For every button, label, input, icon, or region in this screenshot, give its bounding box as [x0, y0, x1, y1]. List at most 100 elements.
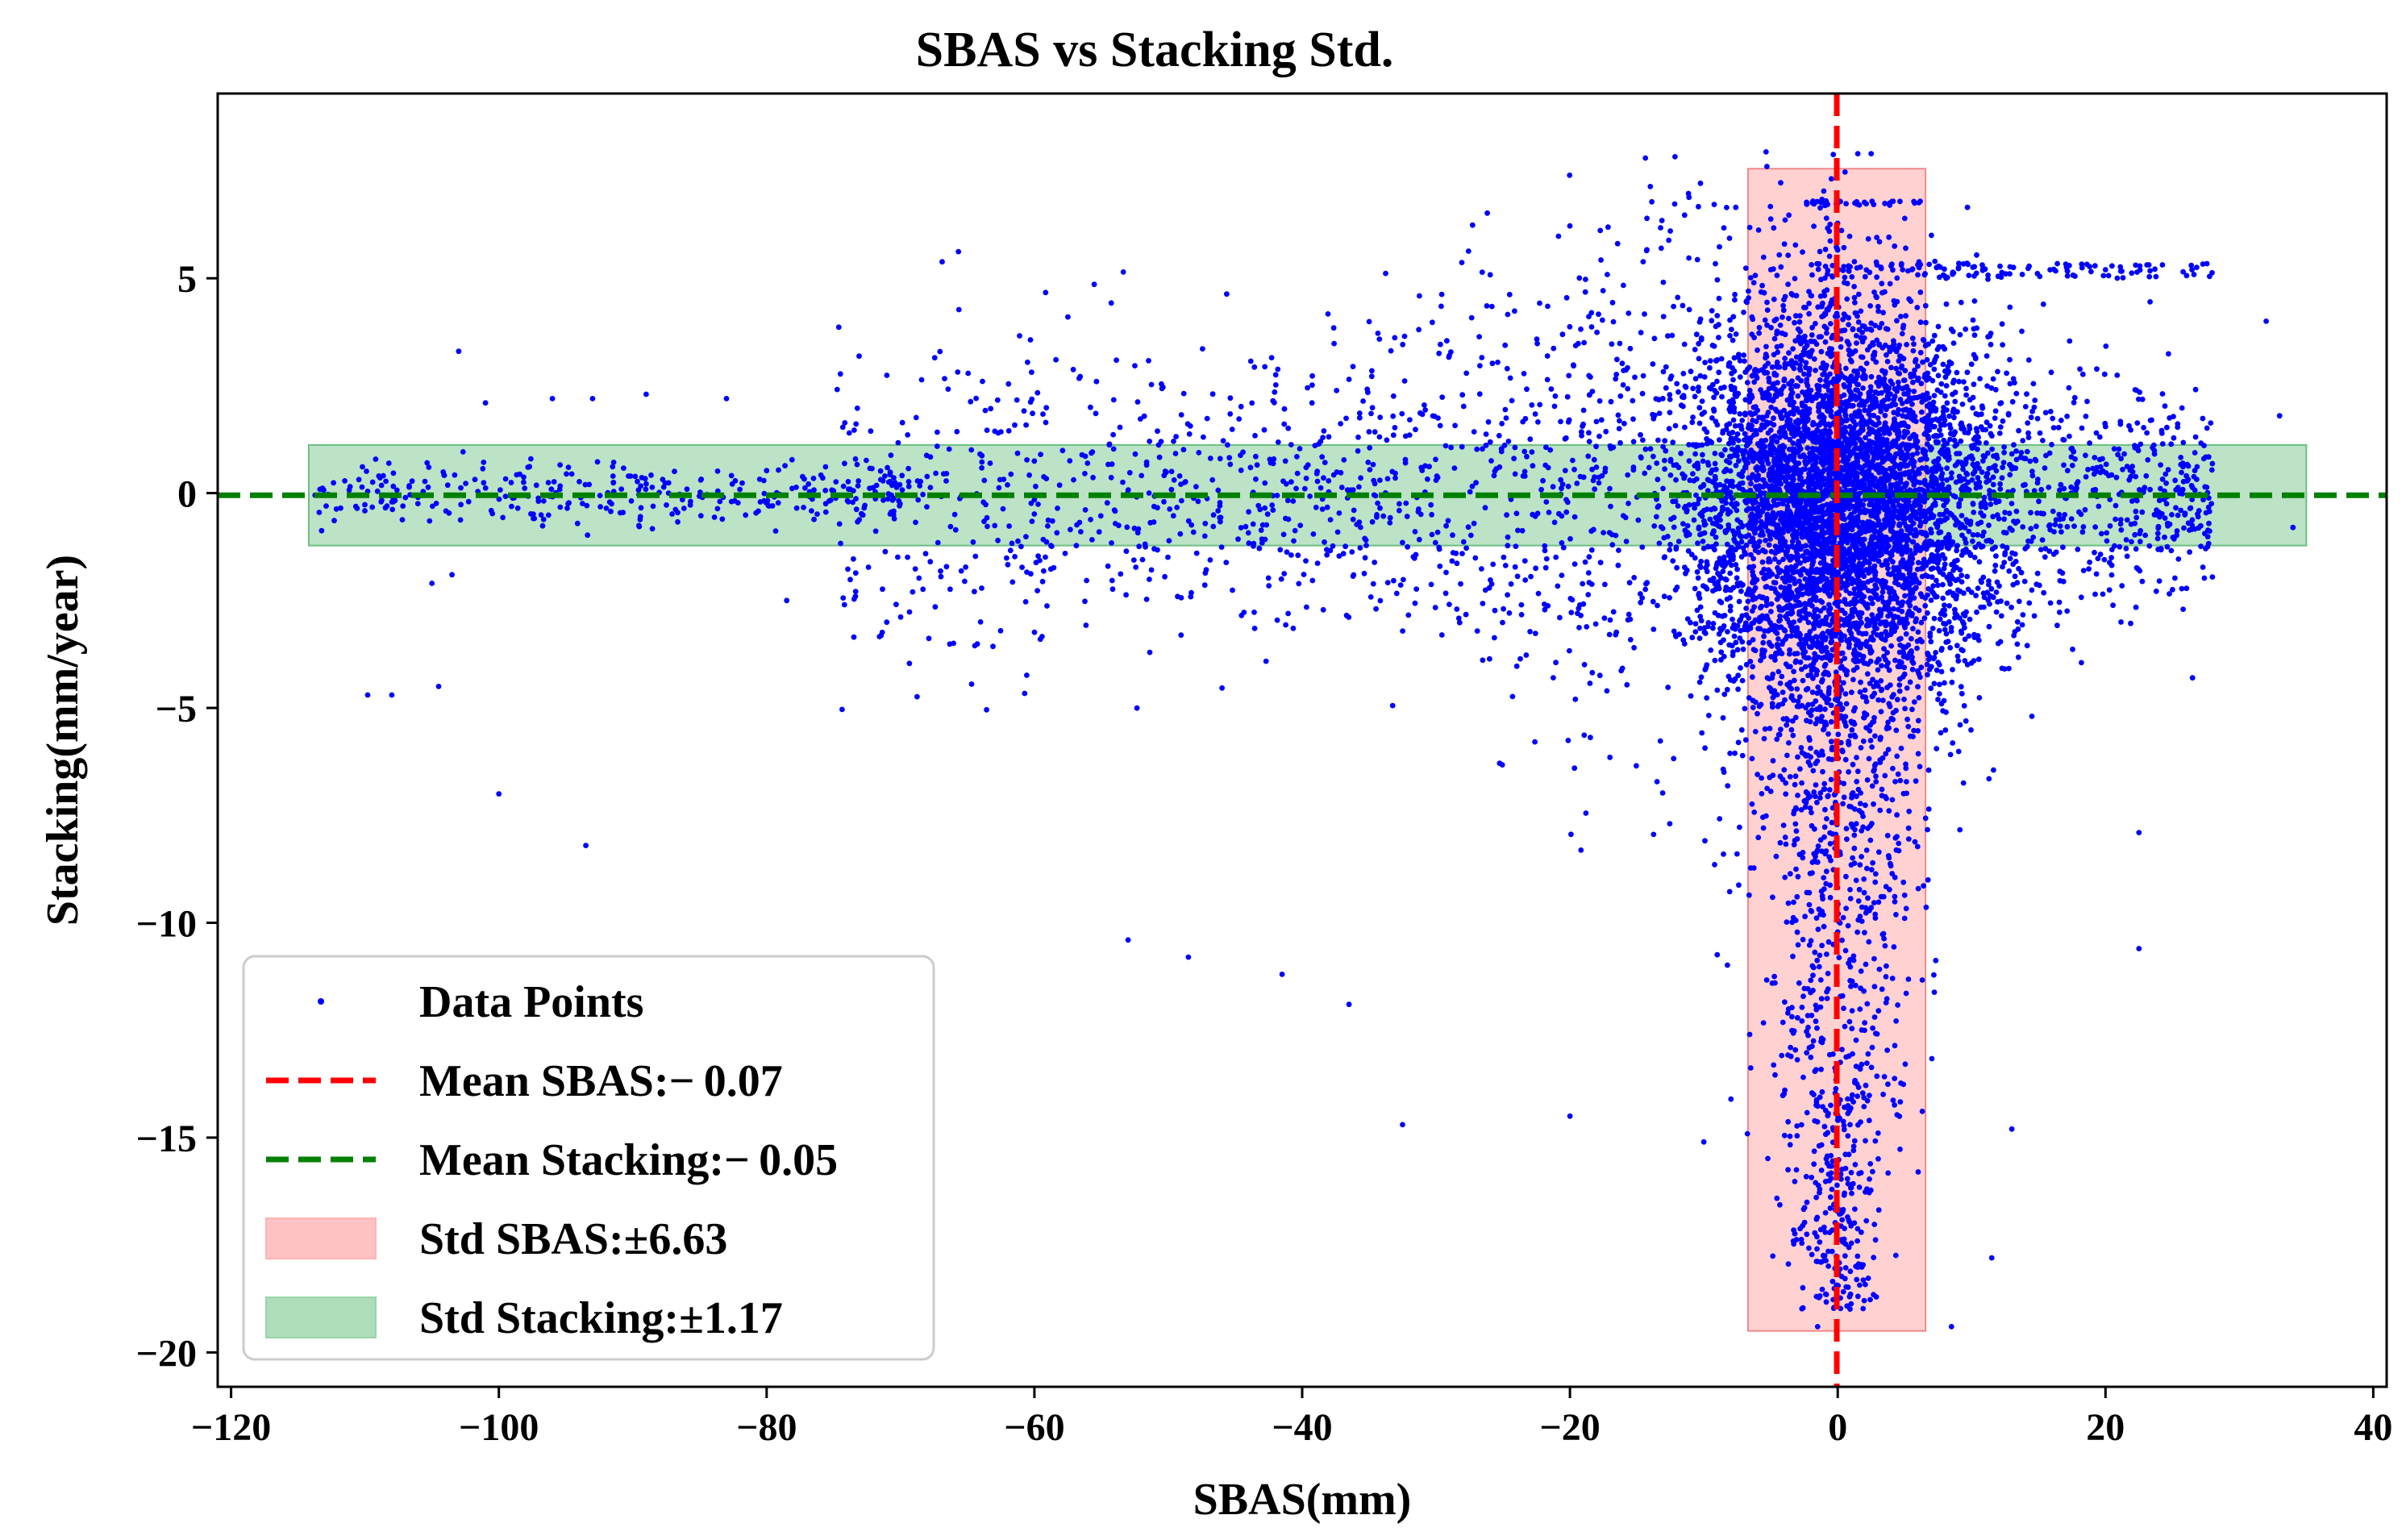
data-point: [1911, 389, 1917, 394]
data-point: [1901, 697, 1907, 702]
data-point: [1902, 481, 1909, 488]
data-point: [1736, 598, 1742, 605]
data-point: [1753, 465, 1759, 471]
data-point: [1268, 355, 1275, 360]
data-point: [1369, 405, 1376, 410]
data-point: [984, 523, 990, 530]
data-point: [1987, 491, 1993, 497]
data-point: [1696, 203, 1701, 210]
data-point: [1638, 599, 1644, 606]
data-point: [1585, 453, 1592, 460]
data-point: [1005, 482, 1010, 488]
data-point: [1852, 446, 1858, 452]
data-point: [1688, 368, 1694, 375]
data-point: [1529, 402, 1535, 408]
data-point: [1792, 276, 1798, 281]
data-point: [1775, 501, 1782, 507]
data-point: [1775, 668, 1782, 675]
data-point: [1031, 511, 1038, 517]
data-point: [1793, 354, 1800, 360]
data-point: [1370, 581, 1376, 587]
data-point: [1829, 519, 1835, 525]
data-point: [1988, 341, 1994, 348]
data-point: [1492, 607, 1498, 614]
data-point: [1673, 546, 1680, 552]
data-point: [1082, 471, 1088, 477]
data-point: [1492, 635, 1497, 641]
data-point: [1710, 621, 1717, 626]
data-point: [1875, 390, 1881, 397]
data-point: [1614, 356, 1620, 363]
data-point: [1761, 633, 1767, 639]
data-point: [1906, 808, 1913, 814]
data-point: [1725, 506, 1730, 513]
data-point: [1975, 637, 1982, 643]
data-point: [2001, 560, 2008, 565]
data-point: [1726, 235, 1733, 241]
data-point: [1872, 323, 1879, 329]
data-point: [1847, 590, 1853, 597]
data-point: [1124, 524, 1130, 531]
data-point: [1859, 414, 1865, 421]
data-point: [1528, 573, 1534, 580]
data-point: [1996, 431, 2003, 436]
data-point: [1698, 674, 1705, 681]
data-point: [1438, 341, 1443, 348]
data-point: [1742, 464, 1749, 469]
data-point: [1788, 595, 1794, 601]
data-point: [1790, 514, 1796, 520]
data-point: [1867, 487, 1874, 493]
data-point: [1884, 561, 1891, 568]
data-point: [1809, 293, 1815, 299]
data-point: [1770, 510, 1776, 516]
data-point: [1521, 371, 1527, 377]
data-point: [1752, 595, 1759, 601]
data-point: [1971, 555, 1978, 560]
data-point: [1524, 386, 1530, 393]
data-point: [1875, 558, 1882, 564]
data-point: [1809, 537, 1815, 543]
data-point: [1874, 501, 1880, 507]
data-point: [1626, 580, 1633, 586]
data-point: [1822, 706, 1828, 712]
data-point: [1987, 422, 1993, 429]
data-point: [1785, 281, 1792, 287]
data-point: [1593, 418, 1600, 425]
data-point: [1173, 434, 1179, 439]
data-point: [1392, 475, 1398, 481]
data-point: [1771, 225, 1777, 231]
data-point: [1739, 418, 1746, 423]
data-point: [1390, 432, 1397, 439]
data-point: [1514, 573, 1521, 580]
data-point: [955, 248, 962, 255]
data-point: [1543, 499, 1550, 505]
data-point: [1911, 482, 1917, 488]
data-point: [1922, 602, 1929, 609]
data-point: [1434, 529, 1441, 535]
data-point: [1818, 364, 1825, 371]
data-point: [1860, 385, 1866, 391]
data-point: [1774, 362, 1780, 368]
data-point: [1882, 472, 1888, 478]
data-point: [1746, 288, 1751, 294]
data-point: [1730, 337, 1736, 343]
data-point: [1529, 449, 1535, 455]
data-point: [1322, 460, 1328, 465]
data-point: [1820, 544, 1826, 551]
data-point: [1746, 639, 1752, 646]
data-point: [1848, 359, 1854, 364]
data-point: [1324, 504, 1330, 510]
data-point: [1778, 584, 1784, 590]
data-point: [1867, 394, 1873, 401]
data-point: [1513, 510, 1520, 517]
data-point: [1763, 149, 1769, 155]
data-point: [1696, 356, 1702, 362]
data-point: [1507, 375, 1513, 381]
data-point: [1696, 442, 1702, 448]
data-point: [1807, 450, 1813, 456]
data-point: [1852, 348, 1859, 354]
data-point: [1739, 582, 1745, 589]
data-point: [1030, 410, 1035, 417]
data-point: [1792, 781, 1798, 788]
